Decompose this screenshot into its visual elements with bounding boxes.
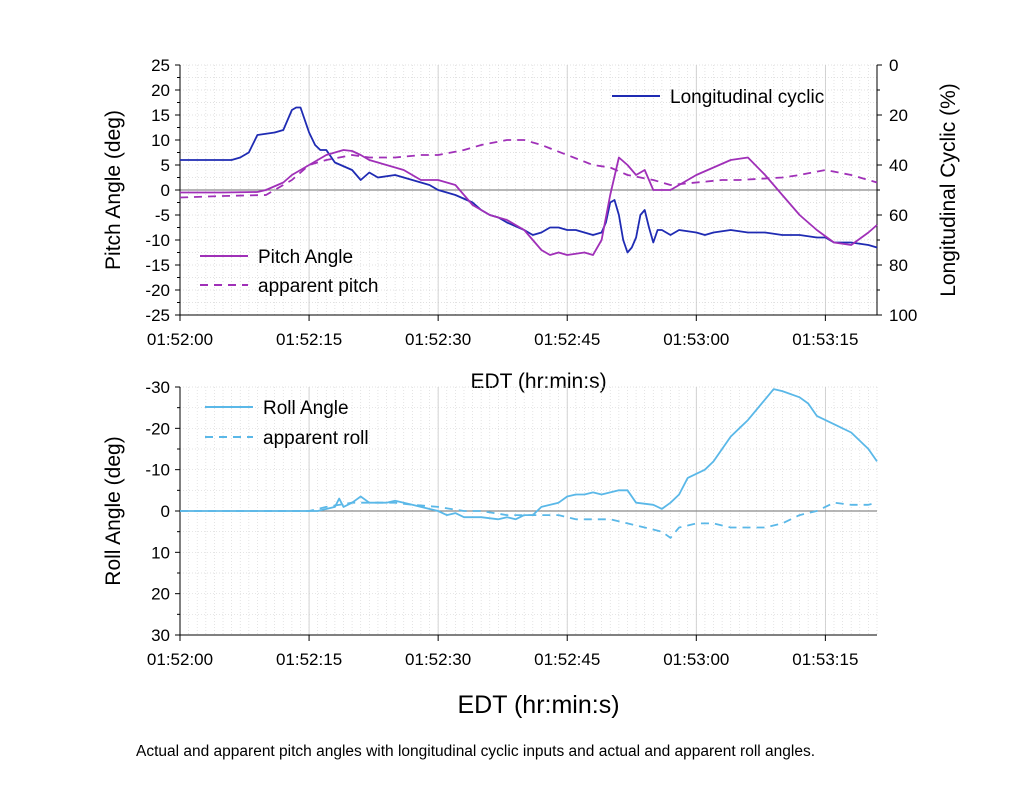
x-tick-label: 01:52:30	[405, 330, 471, 349]
legend-label: apparent pitch	[258, 276, 378, 297]
x-tick-label: 01:53:15	[792, 650, 858, 669]
x-axis-title: EDT (hr:min:s)	[457, 691, 619, 719]
y-tick-label: 20	[151, 81, 170, 100]
y-tick-label: 30	[151, 626, 170, 645]
x-tick-label: 01:52:45	[534, 650, 600, 669]
figure-caption: Actual and apparent pitch angles with lo…	[136, 743, 815, 760]
series-line-longitudinal-cyclic	[180, 106, 878, 254]
series-line-pitch-angle	[180, 149, 878, 256]
y-tick-label: -10	[145, 461, 170, 480]
y-tick-label: -20	[145, 281, 170, 300]
x-tick-label: 01:52:00	[147, 650, 213, 669]
y-tick-label: 10	[151, 543, 170, 562]
y-tick-label: 0	[161, 502, 170, 521]
y-tick-label: -10	[145, 231, 170, 250]
x-tick-label: 01:52:45	[534, 330, 600, 349]
x-tick-label: 01:52:00	[147, 330, 213, 349]
x-tick-label: 01:52:30	[405, 650, 471, 669]
series-line-roll-angle	[180, 388, 878, 521]
figure-charts: 2520151050-5-10-15-20-2502040608010001:5…	[102, 56, 960, 719]
x-tick-label: 01:53:00	[663, 330, 729, 349]
series-line-apparent-pitch	[179, 139, 878, 199]
y-tick-label: 0	[161, 181, 170, 200]
y2-tick-label: 80	[889, 256, 908, 275]
y-axis-title: Pitch Angle (deg)	[102, 110, 125, 270]
y-tick-label: 20	[151, 585, 170, 604]
y-tick-label: 25	[151, 56, 170, 75]
x-tick-label: 01:53:00	[663, 650, 729, 669]
y-tick-label: -25	[145, 306, 170, 325]
legend-label: Roll Angle	[263, 398, 349, 419]
y2-tick-label: 20	[889, 106, 908, 125]
x-tick-label: 01:52:15	[276, 650, 342, 669]
y-tick-label: 10	[151, 131, 170, 150]
y-tick-label: -30	[145, 378, 170, 397]
y2-tick-label: 0	[889, 56, 898, 75]
x-axis-title: EDT (hr:min:s)	[470, 370, 606, 393]
legend-label: Pitch Angle	[258, 247, 353, 268]
y-tick-label: -5	[155, 206, 170, 225]
y2-tick-label: 100	[889, 306, 917, 325]
y-tick-label: 5	[161, 156, 170, 175]
legend-label: apparent roll	[263, 428, 369, 449]
x-tick-label: 01:53:15	[792, 330, 858, 349]
y2-tick-label: 40	[889, 156, 908, 175]
y2-axis-title: Longitudinal Cyclic (%)	[937, 83, 960, 297]
y2-tick-label: 60	[889, 206, 908, 225]
series-line-apparent-roll	[180, 501, 878, 539]
y-tick-label: 15	[151, 106, 170, 125]
legend-label: Longitudinal cyclic	[670, 87, 824, 108]
y-tick-label: -15	[145, 256, 170, 275]
y-axis-title: Roll Angle (deg)	[102, 436, 125, 585]
x-tick-label: 01:52:15	[276, 330, 342, 349]
y-tick-label: -20	[145, 419, 170, 438]
